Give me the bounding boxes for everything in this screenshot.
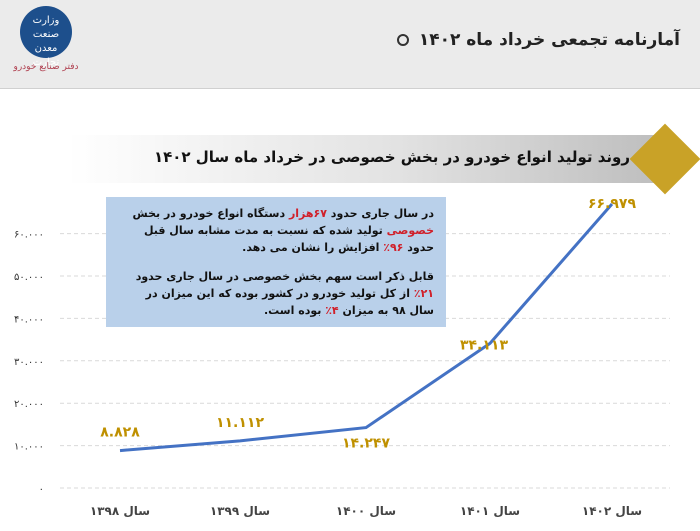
page-title: آمارنامه تجمعی خرداد ماه ۱۴۰۲ [396, 30, 680, 50]
info-text: بوده است. [263, 304, 326, 317]
x-tick-label: سال ۱۴۰۰ [336, 504, 396, 518]
logo-text: وزارت صنعت معدن تجارت [32, 15, 60, 68]
data-label: ۸.۸۲۸ [100, 425, 140, 441]
data-label: ۱۴.۲۴۷ [342, 436, 390, 452]
y-tick-label: ۶۰.۰۰۰ [14, 230, 44, 241]
bullet-icon [396, 34, 409, 46]
info-highlight: ۲۱٪ [413, 287, 434, 300]
info-text: دستگاه انواع خودرو در بخش [132, 207, 289, 220]
info-paragraph-2: قابل ذکر است سهم بخش خصوصی در سال جاری ح… [118, 268, 434, 319]
section-title-band [68, 135, 668, 183]
x-tick-label: سال ۱۳۹۸ [90, 504, 150, 518]
section-title: روند تولید انواع خودرو در بخش خصوصی در خ… [153, 148, 630, 166]
y-tick-label: ۰ [39, 484, 44, 495]
info-highlight: ۶۷هزار [288, 207, 327, 220]
y-tick-label: ۴۰.۰۰۰ [14, 314, 44, 325]
series-line [119, 203, 614, 453]
x-tick-label: سال ۱۴۰۲ [582, 504, 642, 518]
y-tick-label: ۲۰.۰۰۰ [14, 399, 44, 410]
info-highlight: خصوصی [386, 224, 434, 237]
info-text: در سال جاری حدود [326, 207, 434, 220]
x-tick-label: سال ۱۴۰۱ [460, 504, 520, 518]
info-highlight: ۴٪ [325, 304, 339, 317]
info-highlight: ۹۶٪ [383, 241, 404, 254]
page-header: وزارت صنعت معدن تجارت دفتر صنایع خودرو آ… [0, 0, 700, 89]
logo-subtitle: دفتر صنایع خودرو [13, 62, 79, 72]
y-tick-label: ۳۰.۰۰۰ [14, 357, 44, 368]
data-label: ۶۶.۹۷۹ [588, 196, 636, 212]
ministry-logo: وزارت صنعت معدن تجارت [20, 6, 72, 68]
info-text: از کل تولید خودرو در کشور بوده که این می… [145, 287, 434, 317]
info-text: تولید شده که نسبت به مدت مشابه سال قبل ح… [143, 224, 434, 254]
y-tick-label: ۵۰.۰۰۰ [14, 272, 44, 283]
data-label: ۱۱.۱۱۲ [216, 415, 264, 431]
info-text: افزایش را نشان می دهد. [242, 241, 384, 254]
x-tick-label: سال ۱۳۹۹ [210, 504, 270, 518]
y-tick-label: ۱۰.۰۰۰ [14, 442, 44, 453]
page-title-text: آمارنامه تجمعی خرداد ماه ۱۴۰۲ [418, 30, 680, 50]
info-paragraph-1: در سال جاری حدود ۶۷هزار دستگاه انواع خود… [118, 205, 434, 256]
info-text: قابل ذکر است سهم بخش خصوصی در سال جاری ح… [135, 270, 434, 283]
data-label: ۳۴.۱۱۳ [460, 337, 508, 353]
info-box: در سال جاری حدود ۶۷هزار دستگاه انواع خود… [106, 197, 446, 327]
